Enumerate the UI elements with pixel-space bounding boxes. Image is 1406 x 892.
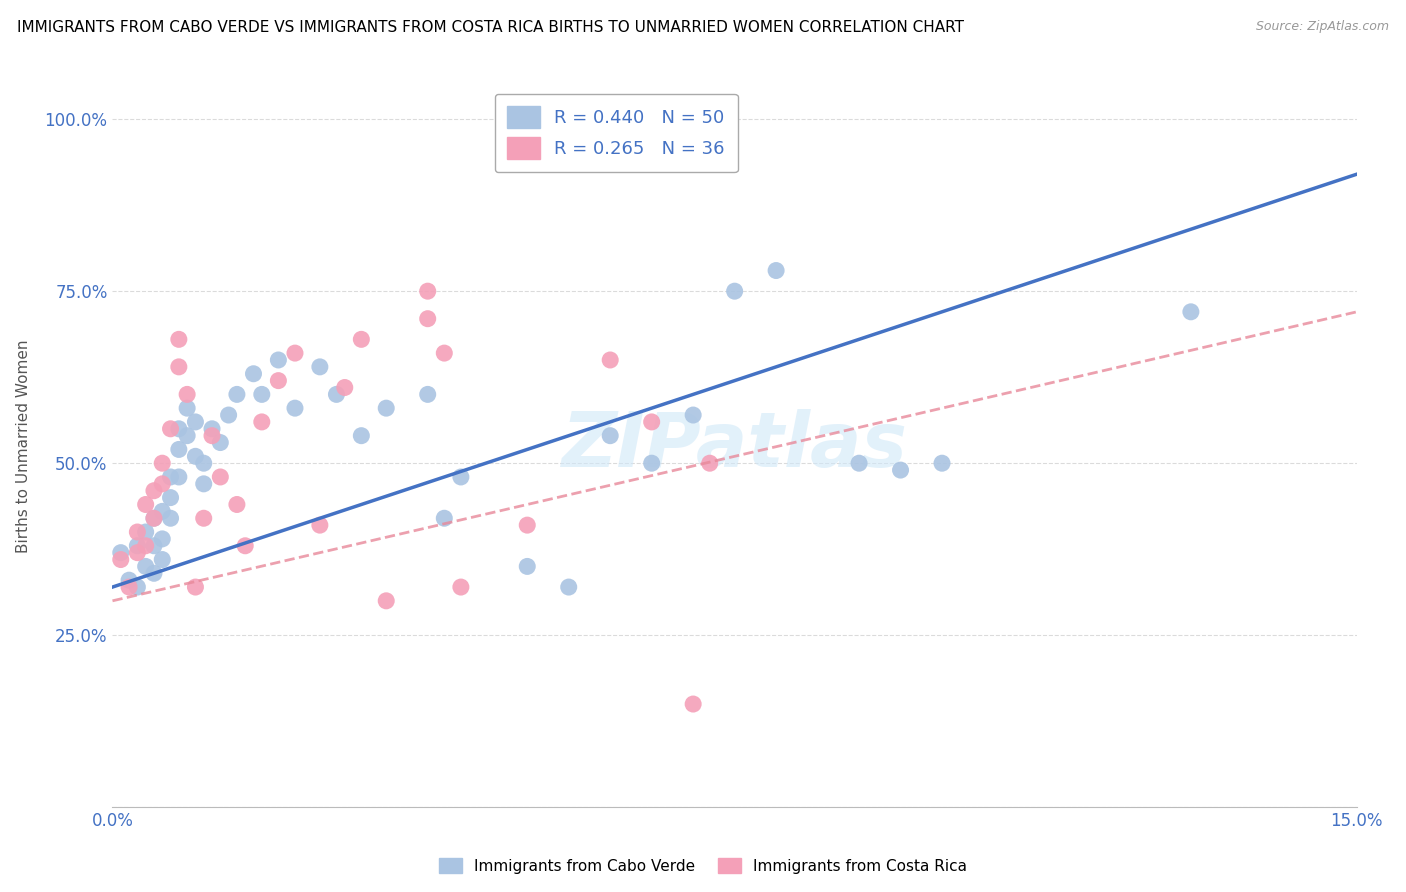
Point: [127, 580, 149, 594]
Point: [193, 511, 215, 525]
Point: [250, 387, 273, 401]
Point: [233, 539, 256, 553]
Point: [325, 387, 347, 401]
Point: [1180, 305, 1202, 319]
Point: [267, 353, 290, 368]
Point: [309, 359, 332, 374]
Point: [765, 263, 787, 277]
Point: [150, 456, 173, 470]
Point: [167, 359, 190, 374]
Point: [167, 332, 190, 346]
Point: [118, 580, 141, 594]
Point: [267, 374, 290, 388]
Point: [848, 456, 870, 470]
Point: [143, 539, 166, 553]
Point: [159, 491, 181, 505]
Point: [150, 504, 173, 518]
Point: [416, 387, 439, 401]
Point: [416, 284, 439, 298]
Point: [159, 470, 181, 484]
Point: [284, 346, 307, 360]
Point: [135, 559, 157, 574]
Point: [890, 463, 912, 477]
Point: [350, 332, 373, 346]
Point: [682, 697, 704, 711]
Point: [143, 566, 166, 581]
Point: [135, 539, 157, 553]
Point: [127, 546, 149, 560]
Point: [225, 498, 249, 512]
Point: [176, 387, 198, 401]
Y-axis label: Births to Unmarried Women: Births to Unmarried Women: [15, 339, 31, 553]
Point: [225, 387, 249, 401]
Point: [201, 422, 224, 436]
Point: [127, 539, 149, 553]
Text: IMMIGRANTS FROM CABO VERDE VS IMMIGRANTS FROM COSTA RICA BIRTHS TO UNMARRIED WOM: IMMIGRANTS FROM CABO VERDE VS IMMIGRANTS…: [17, 20, 965, 35]
Point: [242, 367, 264, 381]
Point: [209, 470, 232, 484]
Point: [150, 552, 173, 566]
Point: [110, 552, 132, 566]
Text: Source: ZipAtlas.com: Source: ZipAtlas.com: [1256, 20, 1389, 33]
Point: [110, 546, 132, 560]
Point: [193, 456, 215, 470]
Point: [201, 428, 224, 442]
Point: [193, 476, 215, 491]
Point: [284, 401, 307, 416]
Point: [599, 428, 621, 442]
Point: [167, 442, 190, 457]
Point: [375, 401, 398, 416]
Point: [723, 284, 745, 298]
Point: [450, 470, 472, 484]
Point: [682, 408, 704, 422]
Point: [209, 435, 232, 450]
Point: [143, 511, 166, 525]
Point: [176, 428, 198, 442]
Point: [641, 415, 664, 429]
Point: [375, 594, 398, 608]
Point: [557, 580, 581, 594]
Point: [516, 518, 538, 533]
Point: [118, 573, 141, 587]
Point: [150, 532, 173, 546]
Point: [176, 401, 198, 416]
Point: [516, 559, 538, 574]
Point: [699, 456, 721, 470]
Point: [218, 408, 240, 422]
Point: [433, 346, 456, 360]
Point: [135, 524, 157, 539]
Point: [143, 511, 166, 525]
Point: [416, 311, 439, 326]
Point: [159, 511, 181, 525]
Point: [167, 422, 190, 436]
Point: [184, 580, 207, 594]
Point: [599, 353, 621, 368]
Point: [167, 470, 190, 484]
Point: [333, 380, 356, 394]
Point: [931, 456, 953, 470]
Point: [250, 415, 273, 429]
Point: [641, 456, 664, 470]
Point: [143, 483, 166, 498]
Point: [150, 476, 173, 491]
Point: [127, 524, 149, 539]
Point: [159, 422, 181, 436]
Text: ZIPatlas: ZIPatlas: [561, 409, 908, 483]
Point: [433, 511, 456, 525]
Point: [450, 580, 472, 594]
Legend: R = 0.440   N = 50, R = 0.265   N = 36: R = 0.440 N = 50, R = 0.265 N = 36: [495, 94, 738, 172]
Point: [184, 450, 207, 464]
Point: [350, 428, 373, 442]
Point: [184, 415, 207, 429]
Point: [309, 518, 332, 533]
Point: [135, 498, 157, 512]
Legend: Immigrants from Cabo Verde, Immigrants from Costa Rica: Immigrants from Cabo Verde, Immigrants f…: [433, 852, 973, 880]
